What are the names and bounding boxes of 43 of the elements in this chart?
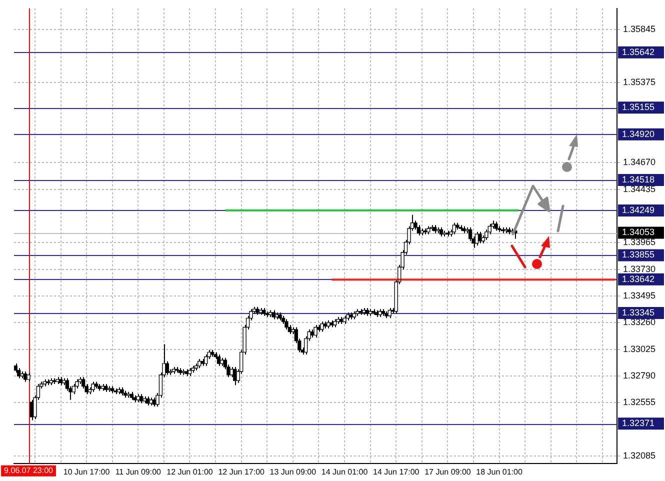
y-tick-label: 1.32085 (623, 450, 656, 461)
x-tick-label: 14 Jun 17:00 (372, 467, 420, 476)
y-tick-label: 1.35845 (623, 24, 656, 34)
y-tick-label: 1.32555 (623, 397, 656, 408)
ref-line-label: 1.34249 (622, 204, 655, 215)
ref-line-label: 1.34518 (622, 174, 655, 184)
x-tick-label: 10 Jun 17:00 (63, 467, 110, 476)
y-tick-label: 1.34670 (623, 157, 656, 168)
candlestick (314, 324, 318, 338)
ref-line-label: 1.34053 (622, 227, 655, 238)
x-tick-label: 9.06.07 23:00 (4, 466, 54, 476)
x-tick-label: 13 Jun 09:00 (270, 467, 317, 476)
ref-line-label: 1.32371 (622, 418, 655, 428)
y-tick-label: 1.34435 (623, 184, 656, 194)
ref-line-label: 1.33345 (622, 308, 655, 318)
ref-line-label: 1.35642 (622, 46, 655, 57)
x-tick-label: 11 Jun 09:00 (115, 467, 162, 476)
x-tick-label: 12 Jun 01:00 (166, 467, 214, 476)
candlestick (17, 368, 21, 379)
candlestick (474, 231, 479, 246)
ref-line-label: 1.35155 (622, 102, 655, 112)
candlestick (26, 372, 30, 382)
x-tick-label: 18 Jun 01:00 (476, 467, 523, 476)
candlestick (91, 381, 95, 392)
x-tick-label: 12 Jun 17:00 (218, 467, 266, 476)
ref-line-label: 1.33855 (622, 250, 655, 260)
ref-line-label: 1.34920 (622, 128, 655, 139)
ref-line-label: 1.33642 (622, 274, 655, 284)
candlestick (82, 376, 86, 390)
x-tick-label: 17 Jun 09:00 (424, 467, 472, 476)
candlestick (230, 366, 234, 378)
candlestick (416, 224, 421, 236)
candlestick (272, 310, 276, 320)
y-tick-label: 1.33730 (623, 264, 656, 274)
candlestick (284, 318, 288, 330)
y-tick-label: 1.32790 (623, 370, 656, 381)
y-tick-label: 1.33025 (623, 344, 656, 354)
y-tick-label: 1.33260 (623, 317, 656, 328)
y-tick-label: 1.33965 (623, 237, 656, 248)
candlestick (198, 358, 202, 369)
x-tick-label: 14 Jun 01:00 (321, 467, 368, 476)
y-tick-label: 1.35375 (623, 77, 656, 88)
y-tick-label: 1.33495 (623, 290, 656, 301)
